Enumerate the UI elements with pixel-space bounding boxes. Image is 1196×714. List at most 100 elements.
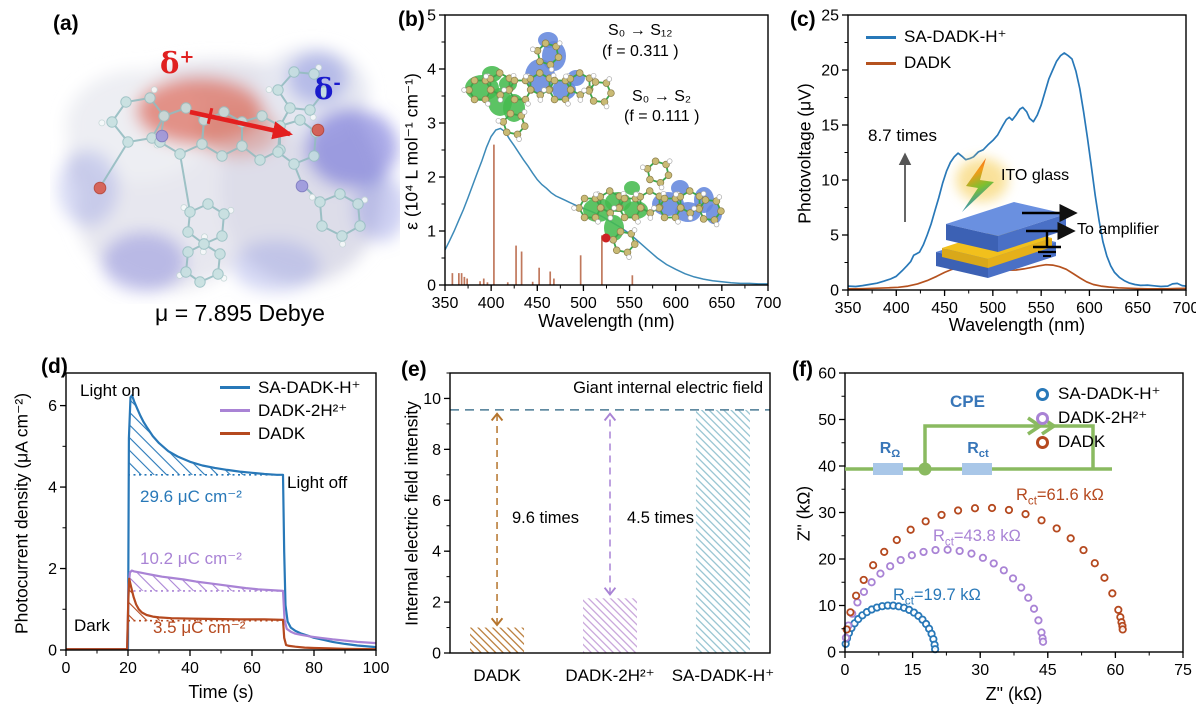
panel-label-f: (f)	[792, 358, 813, 381]
orbital-inset-s2	[571, 157, 725, 260]
d-legend-item-2h[interactable]: DADK-2H²⁺	[220, 399, 360, 422]
c-legend-item-dadk[interactable]: DADK	[866, 50, 1006, 76]
x-tick-label: 650	[1124, 300, 1151, 317]
y-tick-label: 60	[818, 366, 836, 383]
charge-dadk-label: 3.5 μC cm⁻²	[153, 618, 246, 637]
x-tick-label: 0	[841, 662, 850, 679]
oxygen-atom	[311, 123, 325, 137]
d-x-axis-label: Time (s)	[188, 682, 254, 702]
x-tick-label: 20	[119, 660, 137, 677]
cpe-chevron-1	[1027, 416, 1044, 436]
bar-DADK-2H²⁺	[583, 598, 637, 653]
charge-area-DADK-2H²⁺	[128, 570, 283, 591]
f-legend-marker-2h	[1036, 411, 1049, 425]
c-legend-swatch-dadk	[866, 61, 896, 65]
r-ct-label: Rct	[967, 440, 989, 461]
d-legend-swatch-dadk	[220, 432, 250, 435]
series-SA-DADK-H⁺	[841, 601, 940, 654]
b-y-axis-label: ε (10⁴ L mol⁻¹ cm⁻¹)	[401, 73, 422, 230]
series-DADK-2H²⁺	[66, 569, 377, 651]
resistor-r-ct	[962, 463, 992, 475]
equivalent-circuit-inset	[845, 416, 1112, 476]
top-slab	[946, 202, 1066, 236]
y-tick-label: 4	[48, 480, 57, 497]
y-tick-label: 50	[818, 412, 836, 429]
charge-sa-label: 29.6 μC cm⁻²	[140, 487, 242, 506]
f-legend-item-sa[interactable]: SA-DADK-H⁺	[1036, 382, 1160, 406]
y-tick-label: 40	[818, 459, 836, 476]
f-legend-item-2h[interactable]: DADK-2H²⁺	[1036, 406, 1160, 430]
y-tick-label: 5	[830, 228, 839, 245]
y-tick-label: 0	[432, 646, 441, 663]
x-tick-label: 40	[181, 660, 199, 677]
x-tick-label: 60	[243, 660, 261, 677]
chart-absorption-spectrum: 350 400 450 500 550 600 650 700 0 1 2 3 4 5	[427, 8, 781, 313]
charge-area-DADK	[128, 578, 283, 621]
top-slab-front	[946, 224, 998, 252]
axes-frame	[449, 372, 771, 654]
f-legend: SA-DADK-H⁺ DADK-2H²⁺ DADK	[1036, 382, 1160, 454]
transition-s12-strength: (f = 0.311 )	[602, 43, 679, 60]
f-y-axis-label: Z" (kΩ)	[793, 485, 814, 542]
x-tick-label: 100	[363, 660, 390, 677]
x-tick-label: 400	[883, 300, 910, 317]
transition-s2-strength: (f = 0.111 )	[624, 108, 700, 125]
y-tick-label: 0	[827, 645, 836, 662]
f-x-axis-label: Z" (kΩ)	[985, 684, 1043, 704]
b-x-axis-label: Wavelength (nm)	[538, 311, 675, 331]
glow	[956, 158, 1008, 202]
circuit-node	[918, 462, 932, 476]
light-on-label: Light on	[80, 381, 141, 400]
ito-glass-label: ITO glass	[1001, 167, 1070, 184]
d-legend-swatch-2h	[220, 409, 250, 412]
bar-DADK	[470, 627, 525, 653]
y-tick-label: 3	[427, 116, 436, 133]
r-ohm-label: RΩ	[879, 440, 901, 461]
y-tick-label: 25	[821, 8, 839, 25]
y-tick-label: 10	[423, 391, 441, 408]
absorption-curve	[444, 127, 768, 285]
y-tick-label: 6	[48, 398, 57, 415]
chart-e-content: DADK DADK-2H²⁺ SA-DADK-H⁺ 0 2 4 6 8 10	[423, 372, 774, 685]
to-amplifier-label: To amplifier	[1077, 221, 1159, 238]
x-tick-label: 600	[1076, 300, 1103, 317]
chart-f-content: 0 15 30 45 60 75 0 10 20 30 40 50 60	[818, 366, 1192, 680]
y-tick-label: 2	[427, 170, 436, 187]
rct-sa-annotation: Rct=19.7 kΩ	[893, 586, 981, 608]
f-legend-item-dadk[interactable]: DADK	[1036, 430, 1160, 454]
f-legend-marker-sa	[1036, 387, 1049, 401]
category-label: DADK-2H²⁺	[565, 666, 654, 685]
d-legend-item-sa[interactable]: SA-DADK-H⁺	[220, 376, 360, 399]
chart-photovoltage-spectrum: 350 400 450 500 550 600 650 700 0 5 10 15 20 25	[821, 8, 1196, 318]
x-tick-label: 550	[616, 295, 643, 312]
x-tick-label: 60	[1107, 662, 1125, 679]
active-layer-front	[942, 248, 988, 268]
series-SA-DADK-H⁺	[847, 52, 1187, 288]
y-tick-label: 8	[432, 442, 441, 459]
d-legend-item-dadk[interactable]: DADK	[220, 422, 360, 445]
photovoltage-device-inset	[936, 158, 1078, 278]
y-tick-label: 20	[818, 552, 836, 569]
chart-b-content: 350 400 450 500 550 600 650 700 0 1 2 3 4 5	[427, 8, 781, 313]
d-y-axis-label: Photocurrent density (μA cm⁻²)	[11, 392, 32, 635]
ground-icon	[1033, 231, 1061, 257]
series-DADK	[66, 577, 377, 651]
lightning-bolt-icon	[962, 158, 994, 212]
c-legend-item-sa[interactable]: SA-DADK-H⁺	[866, 24, 1006, 50]
y-tick-label: 4	[427, 62, 436, 79]
y-tick-label: 6	[432, 493, 441, 510]
panel-label-b: (b)	[398, 8, 425, 31]
y-tick-label: 0	[830, 283, 839, 300]
chart-internal-field: DADK DADK-2H²⁺ SA-DADK-H⁺ 0 2 4 6 8 10	[423, 372, 774, 685]
active-layer-side	[988, 238, 1052, 268]
y-tick-label: 2	[432, 595, 441, 612]
dipole-moment-value: μ = 7.895 Debye	[155, 300, 325, 326]
rct-dadk-annotation: Rct=61.6 kΩ	[1016, 486, 1104, 508]
oxygen-atom	[93, 181, 107, 195]
y-tick-label: 15	[821, 118, 839, 135]
category-label: SA-DADK-H⁺	[672, 666, 774, 685]
x-tick-label: 30	[971, 662, 989, 679]
nitrogen-atom	[155, 129, 169, 143]
charge-2h-label: 10.2 μC cm⁻²	[140, 549, 242, 568]
plus-mark	[201, 107, 219, 125]
